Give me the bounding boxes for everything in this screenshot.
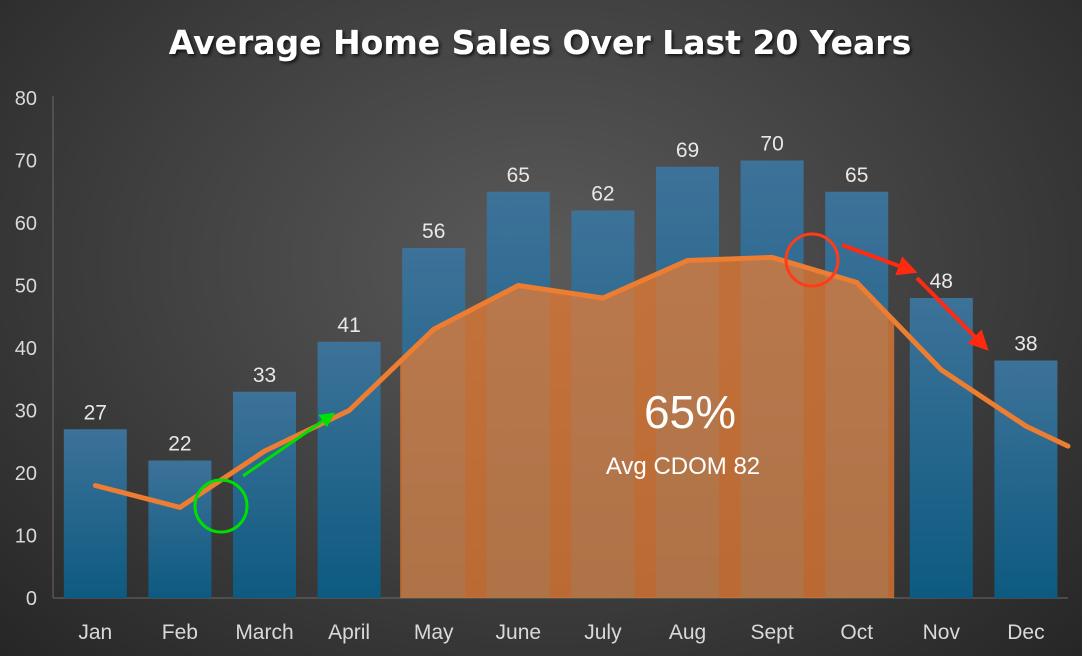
highlight-caption: Avg CDOM 82	[606, 453, 760, 480]
line-series-path	[92, 254, 1029, 510]
bar-value-label: 41	[337, 314, 360, 337]
red-arrow	[915, 276, 989, 351]
bar-march	[233, 391, 296, 598]
bar-value-label: 62	[591, 183, 614, 206]
y-tick-label: 30	[15, 401, 37, 423]
x-tick-label: June	[496, 621, 542, 644]
y-tick-label: 0	[26, 588, 37, 610]
y-tick-label: 60	[15, 213, 37, 235]
bar-april	[317, 341, 381, 598]
x-tick-label: Nov	[923, 621, 961, 644]
x-tick-label: July	[584, 621, 622, 644]
chart-title: Average Home Sales Over Last 20 Years	[169, 23, 911, 62]
green-arrow	[242, 412, 335, 478]
red-arrow	[841, 243, 918, 276]
y-axis-ticks: 0 10 20 30 40 50 60 70 80	[15, 88, 37, 610]
green-circle-marker	[193, 478, 249, 534]
x-tick-label: Oct	[840, 621, 873, 644]
bar-value-label: 65	[845, 164, 868, 187]
bar-value-label: 27	[84, 401, 107, 424]
bar-value-label: 22	[168, 433, 191, 456]
bar-feb	[148, 460, 212, 598]
y-tick-label: 20	[15, 463, 37, 485]
highlight-area	[400, 257, 895, 598]
highlight-region	[400, 257, 895, 598]
bar-data-labels: 27 22 33 41 56 65 62 69 70 65 48 38	[84, 133, 1038, 456]
y-tick-label: 50	[15, 276, 37, 298]
bar-value-label: 65	[507, 164, 530, 187]
bar-value-label: 33	[253, 364, 276, 387]
y-tick-label: 80	[15, 88, 37, 110]
bar-value-label: 38	[1014, 333, 1037, 356]
x-tick-label: Dec	[1007, 621, 1044, 644]
bar-value-label: 70	[760, 133, 783, 156]
y-tick-label: 10	[15, 526, 37, 548]
x-tick-label: March	[235, 621, 293, 644]
bar-value-label: 69	[676, 139, 699, 162]
bar-jan	[63, 429, 127, 598]
bar-value-label: 48	[930, 270, 953, 293]
bar-dec	[994, 360, 1058, 598]
highlight-percent: 65%	[644, 386, 736, 438]
x-tick-label: April	[328, 621, 370, 644]
y-tick-label: 70	[15, 151, 37, 173]
bar-nov	[909, 298, 973, 598]
x-tick-label: Feb	[162, 621, 198, 644]
annotation-markers	[193, 232, 989, 534]
bar-value-label: 56	[422, 220, 445, 243]
line-series-tail	[1023, 423, 1071, 449]
x-tick-label: May	[414, 621, 454, 644]
x-tick-label: Jan	[78, 621, 112, 644]
x-tick-label: Aug	[669, 621, 706, 644]
x-tick-label: Sept	[750, 621, 793, 644]
red-circle-marker	[784, 232, 840, 288]
line-series	[92, 254, 1071, 510]
x-axis-labels: Jan Feb March April May June July Aug Sept Oct Nov…	[78, 621, 1044, 644]
y-tick-label: 40	[15, 338, 37, 360]
